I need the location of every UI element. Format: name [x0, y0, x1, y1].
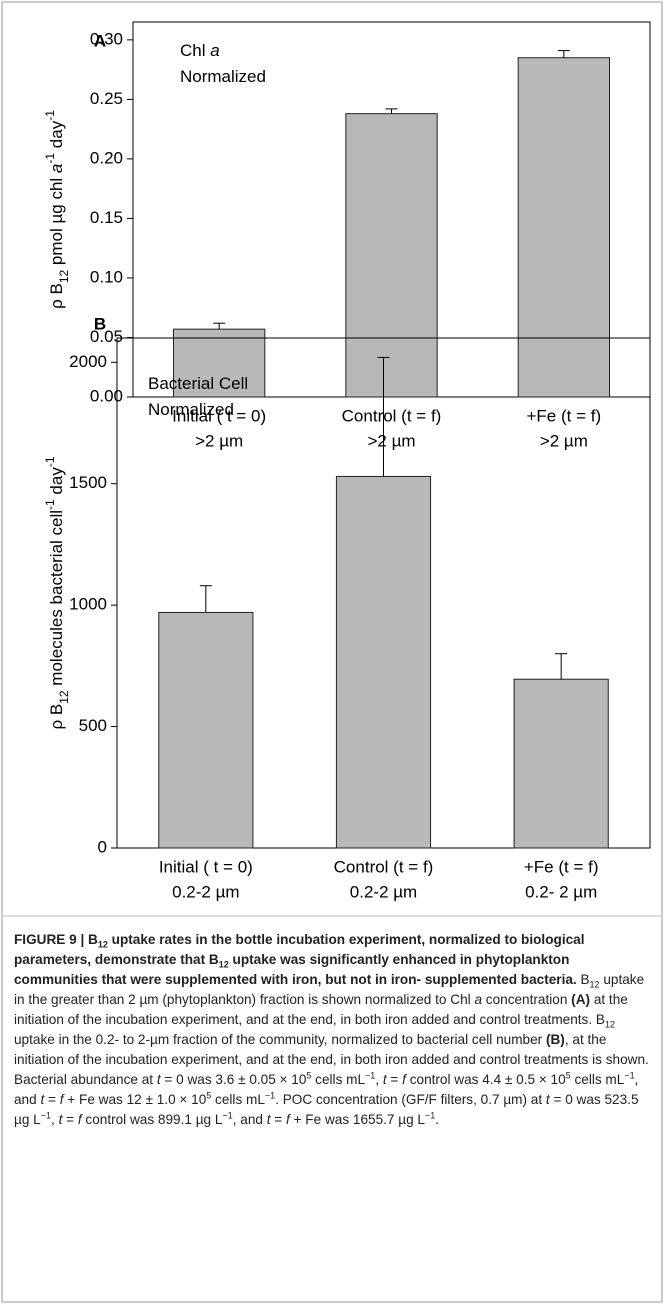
caption-run: =	[270, 1112, 287, 1127]
caption-run: .	[435, 1112, 440, 1127]
x-tick-label: 0.2-2 µm	[172, 882, 239, 901]
text-run: Normalized	[148, 400, 234, 419]
caption-run: . POC concentration (GF/F filters, 0.7 µ…	[275, 1092, 546, 1107]
caption-run: 12	[589, 979, 600, 990]
y-tick-label: 0.15	[90, 208, 123, 227]
bar	[335, 475, 432, 849]
caption-run: 12	[218, 959, 229, 970]
y-tick-label: 0.10	[90, 267, 123, 286]
x-tick-label: >2 µm	[540, 431, 588, 450]
text-run: -1	[43, 153, 57, 164]
y-axis-label: ρ B12 molecules bacterial cell-1 day-1	[43, 456, 71, 729]
caption-run: concentration	[482, 992, 572, 1007]
x-tick-label: >2 µm	[367, 431, 415, 450]
x-tick-label: 0.2- 2 µm	[525, 882, 597, 901]
annotation: Normalized	[180, 67, 266, 86]
text-run: day	[47, 467, 66, 500]
annotation: Chl a	[180, 41, 220, 60]
caption-run: −1	[424, 1110, 436, 1121]
caption-run: −1	[365, 1070, 376, 1081]
x-tick-label: >2 µm	[195, 431, 243, 450]
charts: A0.000.050.100.150.200.250.30ρ B12 pmol …	[43, 21, 651, 901]
error-bar	[557, 50, 570, 58]
caption-run: −1	[624, 1070, 635, 1081]
caption-run: =	[44, 1092, 60, 1107]
x-tick-label: 0.2-2 µm	[350, 882, 417, 901]
caption-run: ,	[51, 1112, 59, 1127]
caption-run: a	[474, 992, 482, 1007]
error-bar	[555, 653, 568, 680]
annotation: Bacterial Cell	[148, 374, 248, 393]
caption-run: cells mL	[311, 1072, 366, 1087]
y-tick-label: 1000	[69, 595, 107, 614]
caption-run: =	[62, 1112, 78, 1127]
text-run: a	[47, 164, 66, 173]
text-run: 12	[57, 269, 71, 283]
caption-run: uptake in the 0.2- to 2-µm fraction of t…	[14, 1032, 546, 1047]
caption-run: 12	[604, 1019, 615, 1030]
caption-run: + Fe was 12 ± 1.0 × 10	[63, 1092, 207, 1107]
annotation: Normalized	[148, 400, 234, 419]
y-axis-label: ρ B12 pmol µg chl a-1 day-1	[43, 110, 71, 309]
text-run: day	[47, 120, 66, 153]
error-bar	[385, 108, 398, 114]
caption-run: cells mL	[570, 1072, 625, 1087]
caption-run: ,	[375, 1072, 383, 1087]
y-tick-label: 500	[79, 716, 107, 735]
caption-run: =	[386, 1072, 403, 1087]
caption-run: FIGURE 9 | B	[14, 932, 98, 947]
text-run: -1	[43, 499, 57, 510]
text-run: Chl	[180, 41, 210, 60]
y-tick-label: 0	[98, 837, 107, 856]
y-tick-label: 0.25	[90, 89, 123, 108]
caption: FIGURE 9 | B12 uptake rates in the bottl…	[14, 930, 650, 1130]
y-tick-label: 0.20	[90, 148, 123, 167]
caption-run: B	[576, 972, 590, 987]
y-tick-label: 0.30	[90, 29, 123, 48]
caption-run: −1	[264, 1090, 276, 1101]
caption-run: −1	[40, 1110, 51, 1121]
text-run: pmol µg chl	[47, 173, 66, 270]
caption-run: −1	[222, 1110, 233, 1121]
caption-run: control was 4.4 ± 0.5 × 10	[405, 1072, 566, 1087]
panel-label: B	[94, 314, 106, 333]
text-run: ρ B	[47, 704, 66, 730]
bar	[513, 678, 609, 849]
error-bar	[199, 585, 212, 613]
caption-run: (A)	[571, 992, 591, 1007]
x-tick-label: +Fe (t = f)	[524, 857, 599, 876]
text-run: ρ B	[47, 283, 66, 309]
caption-run: , and	[232, 1112, 267, 1127]
x-tick-label: +Fe (t = f)	[527, 406, 602, 425]
text-run: -1	[43, 110, 57, 121]
caption-run: 12	[97, 939, 108, 950]
caption-run: (B)	[545, 1032, 565, 1047]
caption-run: cells mL	[211, 1092, 265, 1107]
bar	[158, 611, 254, 849]
text-run: Bacterial Cell	[148, 374, 248, 393]
text-run: molecules bacterial cell	[47, 510, 66, 690]
text-run: Normalized	[180, 67, 266, 86]
bar	[345, 113, 438, 398]
caption-run: + Fe was 1655.7 µg L	[289, 1112, 425, 1127]
text-run: 12	[57, 690, 71, 704]
x-tick-label: Initial ( t = 0)	[159, 857, 253, 876]
bar	[517, 57, 611, 398]
text-run: -1	[43, 456, 57, 467]
x-tick-label: Control (t = f)	[342, 406, 442, 425]
caption-run: control was 899.1 µg L	[81, 1112, 223, 1127]
error-bar	[213, 322, 226, 330]
caption-run: = 0 was 3.6 ± 0.05 × 10	[160, 1072, 307, 1087]
y-tick-label: 0.00	[90, 386, 123, 405]
text-run: a	[210, 41, 219, 60]
y-tick-label: 2000	[69, 352, 107, 371]
x-tick-label: Control (t = f)	[334, 857, 434, 876]
y-tick-label: 1500	[69, 473, 107, 492]
